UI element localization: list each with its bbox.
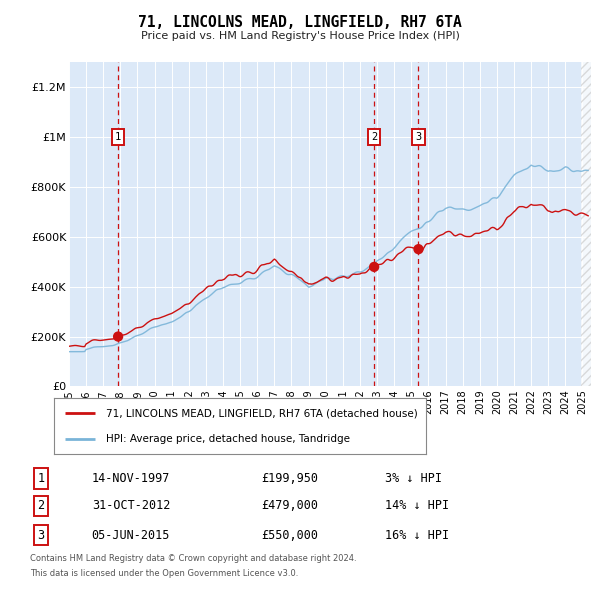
- Point: [413, 244, 423, 254]
- Text: 2: 2: [371, 132, 377, 142]
- Point: [113, 332, 123, 341]
- Point: [370, 262, 379, 271]
- Text: 14-NOV-1997: 14-NOV-1997: [92, 472, 170, 485]
- Text: 71, LINCOLNS MEAD, LINGFIELD, RH7 6TA (detached house): 71, LINCOLNS MEAD, LINGFIELD, RH7 6TA (d…: [106, 408, 418, 418]
- Text: 1: 1: [37, 472, 44, 485]
- Text: 1: 1: [115, 132, 121, 142]
- Text: 14% ↓ HPI: 14% ↓ HPI: [385, 499, 449, 513]
- Text: 05-JUN-2015: 05-JUN-2015: [92, 529, 170, 542]
- Text: £550,000: £550,000: [261, 529, 318, 542]
- Text: 3% ↓ HPI: 3% ↓ HPI: [385, 472, 442, 485]
- Text: Price paid vs. HM Land Registry's House Price Index (HPI): Price paid vs. HM Land Registry's House …: [140, 31, 460, 41]
- Text: £199,950: £199,950: [261, 472, 318, 485]
- Text: 2: 2: [37, 499, 44, 513]
- Text: 3: 3: [415, 132, 422, 142]
- Text: 71, LINCOLNS MEAD, LINGFIELD, RH7 6TA: 71, LINCOLNS MEAD, LINGFIELD, RH7 6TA: [138, 15, 462, 30]
- Text: 31-OCT-2012: 31-OCT-2012: [92, 499, 170, 513]
- Text: 3: 3: [37, 529, 44, 542]
- Text: This data is licensed under the Open Government Licence v3.0.: This data is licensed under the Open Gov…: [30, 569, 298, 578]
- Text: 16% ↓ HPI: 16% ↓ HPI: [385, 529, 449, 542]
- Text: £479,000: £479,000: [261, 499, 318, 513]
- Text: HPI: Average price, detached house, Tandridge: HPI: Average price, detached house, Tand…: [106, 434, 350, 444]
- Text: Contains HM Land Registry data © Crown copyright and database right 2024.: Contains HM Land Registry data © Crown c…: [30, 555, 356, 563]
